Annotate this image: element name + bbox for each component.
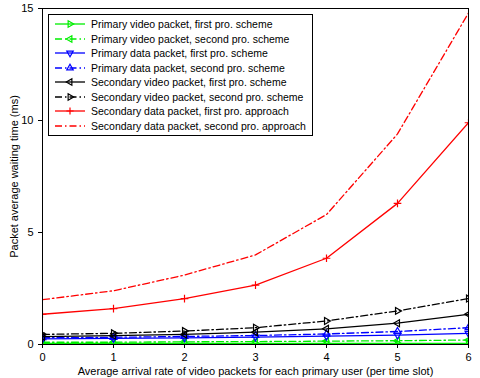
svg-text:2: 2	[181, 351, 187, 363]
svg-text:4: 4	[323, 351, 329, 363]
html-text:Secondary video packet, first: Secondary video packet, first pro. schem…	[91, 76, 287, 88]
html-text:Secondary video packet, second: Secondary video packet, second pro. sche…	[91, 90, 304, 103]
html-text:Secondary data packet, second: Secondary data packet, second pro. appro…	[91, 119, 306, 132]
svg-text:0: 0	[39, 351, 45, 363]
svg-text:0: 0	[27, 338, 33, 350]
svg-text:3: 3	[252, 351, 258, 363]
svg-text:Average arrival rate of video: Average arrival rate of video packets fo…	[78, 365, 434, 377]
svg-text:5: 5	[27, 226, 33, 238]
html-text:Primary data packet, second pr: Primary data packet, second pro. scheme	[91, 61, 285, 74]
html-text:Primary data packet, first pro: Primary data packet, first pro. scheme	[91, 47, 268, 59]
html-text:Primary video packet, first pr: Primary video packet, first pro. scheme	[91, 18, 273, 30]
svg-text:10: 10	[21, 114, 33, 126]
html-text:Primary video packet, second p: Primary video packet, second pro. scheme	[91, 32, 290, 45]
svg-text:6: 6	[465, 351, 471, 363]
svg-text:Packet average waiting time (m: Packet average waiting time (ms)	[8, 95, 20, 258]
html-text:Secondary data packet, first p: Secondary data packet, first pro. approa…	[91, 105, 289, 117]
svg-text:15: 15	[21, 2, 33, 14]
svg-text:1: 1	[110, 351, 116, 363]
svg-text:5: 5	[394, 351, 400, 363]
